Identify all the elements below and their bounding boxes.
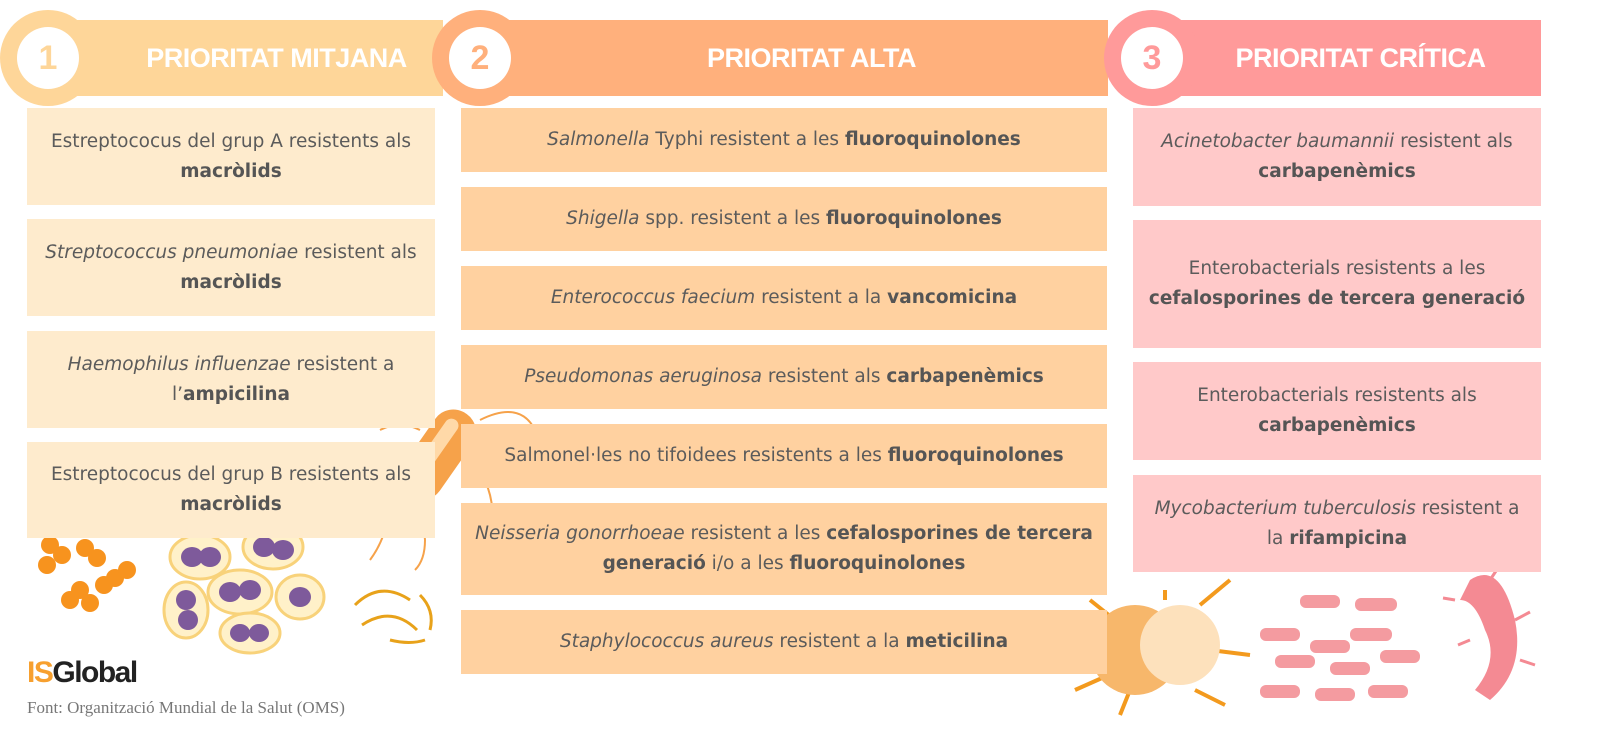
pathogen-card: Salmonella Typhi resistent a les fluoroq… [461, 108, 1107, 172]
pathogen-card: Pseudomonas aeruginosa resistent als car… [461, 345, 1107, 409]
pathogen-card: Salmonel·les no tifoidees resistents a l… [461, 424, 1107, 488]
logo-part2: Global [52, 656, 138, 689]
antibiotic-name: macròlids [180, 271, 282, 293]
card-text: i/o a les [705, 553, 790, 574]
card-text: Enterobacterials resistents a les [1188, 258, 1486, 279]
spiked-bacillus-icon [1442, 558, 1536, 700]
pathogen-card: Enterobacterials resistents als carbapen… [1133, 362, 1541, 460]
pathogen-name: Haemophilus influenzae [67, 353, 291, 375]
pathogen-card: Estreptococus del grup A resistents als … [27, 108, 435, 205]
pathogen-name: Salmonella [547, 129, 650, 150]
card-text: resistent a la [755, 287, 888, 308]
antibiotic-name: macròlids [180, 494, 282, 515]
card-text: resistent a l’ [171, 353, 395, 405]
pathogen-name: Staphylococcus aureus [559, 631, 774, 652]
card-text: Estreptococus del grup A resistents als [50, 130, 411, 152]
pathogen-name: Pseudomonas aeruginosa [524, 366, 763, 387]
priority-number-badge: 3 [1104, 10, 1200, 106]
antibiotic-name: rifampicina [1289, 527, 1408, 549]
antibiotic-name: cefalosporines de tercera generació [602, 523, 1093, 574]
antibiotic-name: macròlids [180, 160, 282, 182]
priority-number-badge: 2 [432, 10, 528, 106]
antibiotic-name: fluoroquinolones [789, 553, 966, 574]
pathogen-card: Neisseria gonorrhoeae resistent a les ce… [461, 503, 1107, 595]
card-text: resistent als [298, 241, 417, 263]
priority-title: PRIORITAT ALTA [707, 42, 916, 73]
source-caption: Font: Organització Mundial de la Salut (… [27, 698, 345, 717]
priority-number: 3 [1121, 27, 1183, 89]
pathogen-name: Acinetobacter baumannii [1161, 131, 1395, 152]
pathogen-card: Acinetobacter baumannii resistent als ca… [1133, 108, 1541, 206]
priority-header: PRIORITAT ALTA [475, 20, 1108, 96]
pathogen-card: Streptococcus pneumoniae resistent als m… [27, 219, 435, 316]
card-text: Salmonel·les no tifoidees resistents a l… [504, 445, 888, 466]
cocci-cluster-icon [38, 536, 136, 612]
priority-title: PRIORITAT CRÍTICA [1235, 42, 1486, 73]
priority-number-badge: 1 [0, 10, 96, 106]
pathogen-name: Shigella [566, 208, 640, 229]
card-text: resistent a la [1266, 497, 1520, 549]
pathogen-card: Estreptococus del grup B resistents als … [27, 442, 435, 538]
antibiotic-name: ampicilina [183, 383, 291, 405]
pathogen-card: Shigella spp. resistent a les fluoroquin… [461, 187, 1107, 251]
antibiotic-name: fluoroquinolones [844, 129, 1021, 150]
priority-header: PRIORITAT MITJANA [70, 20, 443, 96]
logo-part1: IS [27, 656, 54, 689]
pathogen-card: Mycobacterium tuberculosis resistent a l… [1133, 475, 1541, 572]
antibiotic-name: cefalosporines de tercera generació [1148, 288, 1526, 309]
priority-number: 1 [17, 27, 79, 89]
priority-number: 2 [449, 27, 511, 89]
priority-header: PRIORITAT CRÍTICA [1140, 20, 1541, 96]
antibiotic-name: carbapenèmics [886, 366, 1044, 387]
isglobal-logo: ISGlobal [27, 656, 138, 690]
rod-bacteria-icon [1260, 595, 1420, 701]
antibiotic-name: meticilina [905, 631, 1009, 652]
card-text: Typhi resistent a les [649, 129, 845, 150]
antibiotic-name: vancomicina [887, 287, 1018, 308]
antibiotic-name: carbapenèmics [1258, 161, 1416, 182]
pathogen-name: Neisseria gonorrhoeae [475, 523, 685, 544]
pathogen-card: Staphylococcus aureus resistent a la met… [461, 610, 1107, 674]
card-text: Enterobacterials resistents als [1197, 385, 1477, 406]
pathogen-name: Streptococcus pneumoniae [45, 241, 299, 263]
pathogen-card: Enterococcus faecium resistent a la vanc… [461, 266, 1107, 330]
diplococci-icon [162, 523, 326, 655]
pathogen-name: Mycobacterium tuberculosis [1154, 497, 1416, 519]
card-text: Estreptococus del grup B resistents als [50, 464, 412, 485]
card-text: spp. resistent a les [639, 208, 827, 229]
pathogen-card: Enterobacterials resistents a les cefalo… [1133, 220, 1541, 348]
pathogen-name: Enterococcus faecium [550, 287, 756, 308]
card-text: resistent a la [773, 631, 906, 652]
priority-title: PRIORITAT MITJANA [146, 42, 407, 73]
card-text: resistent als [762, 366, 887, 387]
antibiotic-name: fluoroquinolones [887, 445, 1064, 466]
antibiotic-name: carbapenèmics [1258, 415, 1416, 436]
card-text: resistent als [1394, 131, 1513, 152]
pathogen-card: Haemophilus influenzae resistent a l’amp… [27, 331, 435, 428]
vibrio-icon [353, 589, 433, 644]
antibiotic-name: fluoroquinolones [826, 208, 1002, 229]
card-text: resistent a les [684, 523, 827, 544]
